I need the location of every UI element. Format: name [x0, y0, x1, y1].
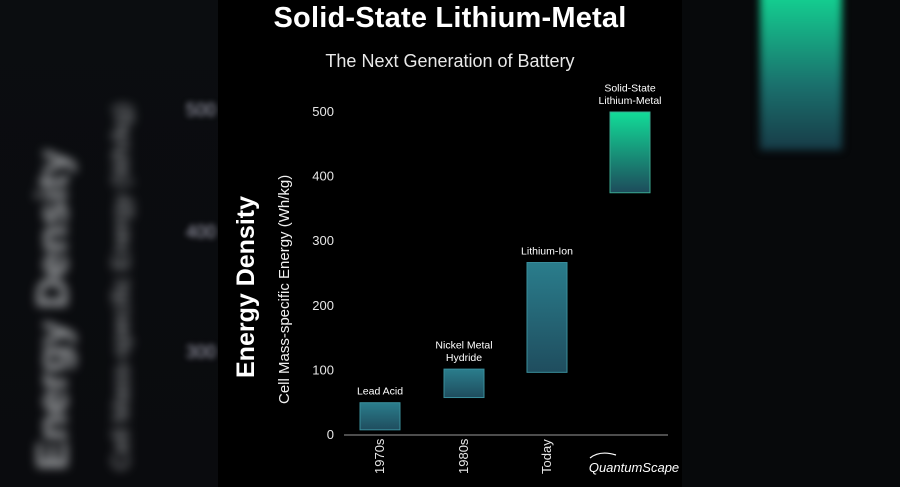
logo-swoosh: [589, 452, 617, 459]
quantumscape-logo: QuantumScape: [589, 460, 679, 475]
y-tick-label: 300: [312, 233, 334, 248]
bar-data-label: Lithium-Ion: [521, 246, 573, 258]
blurred-left-panel: Energy Density Cell Mass-specific Energy…: [0, 0, 218, 487]
x-category-label: Today: [539, 439, 554, 474]
blurred-bar: [760, 0, 842, 150]
y-tick-label: 400: [312, 169, 334, 184]
bar-data-label: Nickel Metal Hydride: [435, 340, 492, 365]
chart-panel: Solid-State Lithium-Metal The Next Gener…: [218, 0, 682, 487]
blurred-tick: 400: [186, 222, 217, 242]
bar: [359, 402, 401, 431]
bar-chart: 0 100 200 300 400 500 Lead Acid Nickel Metal Hy…: [312, 83, 679, 476]
x-category-label: 1980s: [456, 438, 471, 474]
bar-data-label: Lead Acid: [357, 386, 403, 398]
bar: [443, 368, 485, 399]
bar-data-label: Solid-State Lithium-Metal: [598, 83, 661, 108]
y-tick-label: 100: [312, 362, 334, 377]
blurred-title-text: Energy Density: [28, 149, 77, 470]
bar: [526, 262, 568, 373]
y-tick-label: 0: [327, 427, 334, 442]
x-category-label: 1970s: [372, 438, 387, 474]
blurred-tick: 300: [186, 342, 217, 362]
bar: [609, 111, 651, 194]
blurred-right-panel: [682, 0, 900, 487]
blurred-tick: 500: [186, 100, 217, 120]
y-tick-label: 500: [312, 104, 334, 119]
blurred-axis-text: Cell Mass-specific Energy (Wh/kg): [108, 103, 135, 470]
chart-title: Solid-State Lithium-Metal: [273, 2, 627, 34]
y-tick-label: 200: [312, 298, 334, 313]
chart-subtitle: The Next Generation of Battery: [325, 51, 575, 71]
